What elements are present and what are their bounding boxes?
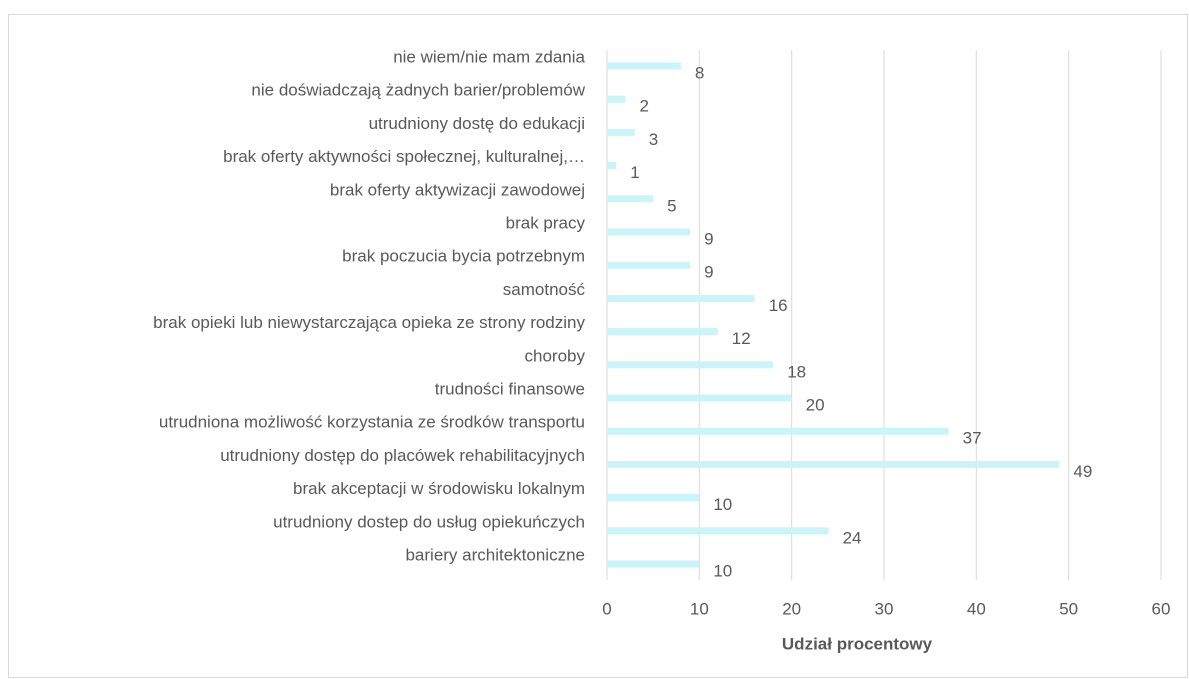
x-tick-label: 40 [967, 599, 986, 618]
data-label: 8 [695, 63, 704, 82]
data-label: 1 [630, 163, 639, 182]
bar [607, 162, 617, 170]
data-label: 9 [704, 229, 713, 248]
bar [607, 560, 700, 568]
data-label: 9 [704, 263, 713, 282]
x-tick-label: 50 [1059, 599, 1078, 618]
bar [607, 427, 949, 435]
bar [607, 128, 635, 136]
y-tick-label: brak pracy [506, 213, 586, 232]
x-tick-label: 20 [782, 599, 801, 618]
y-tick-label: bariery architektoniczne [405, 545, 585, 564]
y-tick-label: brak poczucia bycia potrzebnym [342, 247, 585, 266]
y-tick-label: nie wiem/nie mam zdania [393, 47, 585, 66]
data-label: 5 [667, 196, 676, 215]
chart-frame [8, 14, 1188, 678]
y-tick-label: utrudniona możliwość korzystania ze środ… [159, 413, 585, 432]
x-tick-label: 60 [1152, 599, 1171, 618]
data-label: 2 [639, 97, 648, 116]
bar [607, 494, 700, 502]
data-label: 16 [769, 296, 788, 315]
y-tick-label: utrudniony dostę do edukacji [369, 114, 585, 133]
y-tick-label: utrudniony dostep do usług opiekuńczych [273, 512, 585, 531]
bar [607, 62, 681, 70]
data-label: 49 [1073, 462, 1092, 481]
bar [607, 294, 755, 302]
x-tick-label: 30 [875, 599, 894, 618]
y-tick-label: brak oferty aktywności społecznej, kultu… [223, 147, 585, 166]
x-axis-title: Udział procentowy [782, 634, 933, 653]
x-tick-label: 10 [690, 599, 709, 618]
data-label: 37 [963, 429, 982, 448]
data-label: 24 [843, 528, 862, 547]
data-label: 20 [806, 395, 825, 414]
bar [607, 228, 691, 236]
bar [607, 460, 1060, 468]
y-tick-label: brak opieki lub niewystarczająca opieka … [153, 313, 585, 332]
y-tick-label: samotność [503, 280, 586, 299]
data-label: 10 [713, 495, 732, 514]
data-label: 10 [713, 561, 732, 580]
bar [607, 328, 718, 336]
data-label: 18 [787, 362, 806, 381]
y-tick-label: utrudniony dostęp do placówek rehabilita… [220, 446, 585, 465]
y-tick-label: trudności finansowe [435, 379, 585, 398]
bar [607, 527, 829, 535]
data-label: 3 [649, 130, 658, 149]
bar [607, 95, 626, 103]
data-label: 12 [732, 329, 751, 348]
bar [607, 195, 654, 203]
y-tick-label: brak oferty aktywizacji zawodowej [330, 180, 585, 199]
y-tick-label: choroby [525, 346, 586, 365]
bar [607, 394, 792, 402]
bar [607, 361, 774, 369]
x-tick-label: 0 [602, 599, 611, 618]
bar [607, 261, 691, 269]
y-tick-label: nie doświadczają żadnych barier/problemó… [251, 81, 585, 100]
y-tick-label: brak akceptacji w środowisku lokalnym [293, 479, 585, 498]
